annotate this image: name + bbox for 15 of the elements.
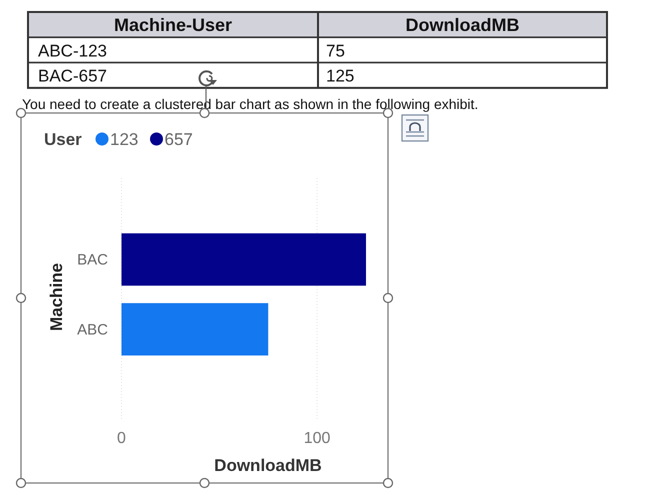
- text: BAC-657: [38, 66, 107, 86]
- y-tick-label: BAC: [77, 252, 108, 268]
- text: DownloadMB: [406, 15, 520, 35]
- x-axis-title: DownloadMB: [214, 456, 322, 475]
- text: Machine-User: [114, 15, 232, 35]
- x-tick-label: 100: [304, 430, 331, 447]
- legend-label: 123: [110, 130, 138, 149]
- text: 125: [326, 66, 354, 86]
- text: 75: [326, 41, 345, 60]
- y-tick-label: ABC: [77, 321, 108, 338]
- text: ABC-123: [38, 41, 107, 60]
- y-axis-title: Machine: [47, 262, 66, 332]
- legend-label: 657: [164, 130, 193, 149]
- legend-title: User: [44, 130, 82, 149]
- x-tick-label: 0: [117, 430, 126, 447]
